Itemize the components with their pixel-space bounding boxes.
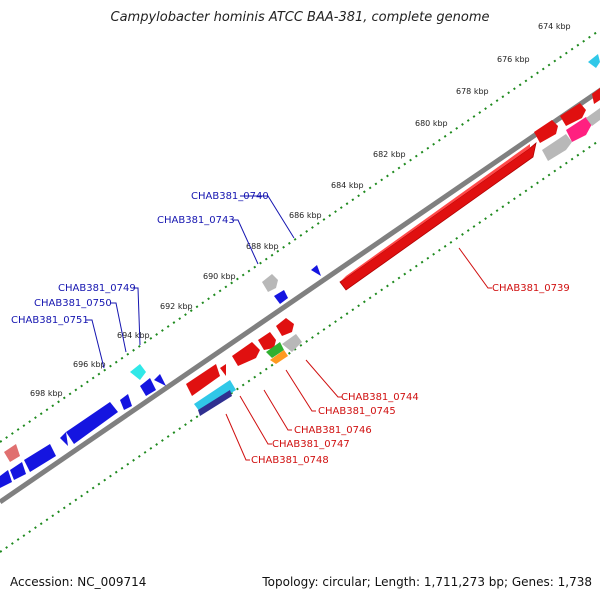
tick-label: 694 kbp [117, 331, 150, 340]
leader-0745 [285, 369, 316, 412]
gene-blue[interactable] [274, 290, 288, 304]
gene-label-0749[interactable]: CHAB381_0749 [58, 283, 136, 294]
tick-label: 692 kbp [160, 302, 193, 311]
gene-red[interactable] [560, 103, 586, 126]
gene-labels: CHAB381_0740 CHAB381_0743 CHAB381_0749 C… [11, 191, 570, 466]
gene-blue[interactable] [140, 378, 156, 396]
gene-0739-top [340, 144, 530, 282]
gene-magenta[interactable] [566, 117, 592, 142]
tick-labels: 674 kbp 676 kbp 678 kbp 680 kbp 682 kbp … [30, 22, 571, 398]
gene-label-0745[interactable]: CHAB381_0745 [318, 406, 396, 417]
gene-0749[interactable] [130, 364, 146, 380]
gene-label-0751[interactable]: CHAB381_0751 [11, 315, 89, 326]
gene-blue[interactable] [10, 462, 26, 480]
tick-label: 678 kbp [456, 87, 489, 96]
gene-label-0748[interactable]: CHAB381_0748 [251, 455, 329, 466]
gene-grey[interactable] [542, 134, 572, 161]
gene-red[interactable] [232, 342, 260, 366]
gene-pink[interactable] [4, 444, 20, 462]
gene-red[interactable] [534, 120, 558, 143]
gene-0739[interactable] [339, 141, 537, 291]
tick-label: 696 kbp [73, 360, 106, 369]
gene-label-0740[interactable]: CHAB381_0740 [191, 191, 269, 202]
gene-red[interactable] [276, 318, 294, 336]
gene-blocks [0, 54, 600, 488]
leader-0748 [225, 413, 250, 461]
gene-grey[interactable] [586, 108, 600, 126]
gene-cyan[interactable] [588, 54, 600, 68]
leader-0739 [458, 247, 492, 289]
tick-label: 690 kbp [203, 272, 236, 281]
leader-0744 [305, 359, 342, 398]
tick-guide-inner [0, 139, 600, 553]
gene-red[interactable] [258, 332, 276, 350]
gene-red[interactable] [220, 364, 226, 376]
gene-label-0739[interactable]: CHAB381_0739 [492, 283, 570, 294]
chromosome-backbone [0, 87, 600, 505]
leader-0750 [110, 302, 127, 353]
tick-label: 680 kbp [415, 119, 448, 128]
gene-0751[interactable] [66, 402, 118, 444]
forward-leaders [86, 195, 295, 369]
accession-text: Accession: NC_009714 [10, 575, 147, 589]
gene-0750[interactable] [120, 394, 132, 410]
leader-0747 [239, 395, 272, 445]
leader-0743 [232, 219, 259, 265]
gene-label-0747[interactable]: CHAB381_0747 [272, 439, 350, 450]
leader-0749 [133, 287, 141, 346]
tick-label: 684 kbp [331, 181, 364, 190]
tick-label: 688 kbp [246, 242, 279, 251]
gene-blue[interactable] [60, 432, 68, 446]
tick-guide-outer [0, 29, 600, 443]
tick-label: 682 kbp [373, 150, 406, 159]
gene-0743[interactable] [262, 274, 278, 292]
gene-0744[interactable] [282, 334, 302, 352]
reverse-leaders [225, 247, 492, 461]
tick-label: 674 kbp [538, 22, 571, 31]
gene-0746[interactable] [270, 350, 288, 364]
leader-0751 [86, 319, 105, 369]
gene-0740[interactable] [311, 265, 321, 276]
gene-red[interactable] [592, 88, 600, 104]
leader-0740 [240, 195, 295, 239]
gene-label-0746[interactable]: CHAB381_0746 [294, 425, 372, 436]
genome-summary-text: Topology: circular; Length: 1,711,273 bp… [262, 575, 592, 589]
tick-label: 686 kbp [289, 211, 322, 220]
tick-label: 698 kbp [30, 389, 63, 398]
gene-blue[interactable] [24, 444, 56, 472]
gene-0745[interactable] [266, 342, 284, 358]
gene-label-0743[interactable]: CHAB381_0743 [157, 215, 235, 226]
gene-0747[interactable] [194, 380, 236, 412]
leader-0746 [263, 389, 292, 431]
gene-blue[interactable] [154, 374, 166, 386]
gene-0748[interactable] [198, 390, 232, 416]
gene-red[interactable] [186, 364, 220, 396]
gene-blue[interactable] [0, 470, 12, 488]
gene-label-0744[interactable]: CHAB381_0744 [341, 392, 419, 403]
gene-label-0750[interactable]: CHAB381_0750 [34, 298, 112, 309]
tick-label: 676 kbp [497, 55, 530, 64]
map-title: Campylobacter hominis ATCC BAA-381, comp… [110, 10, 490, 25]
